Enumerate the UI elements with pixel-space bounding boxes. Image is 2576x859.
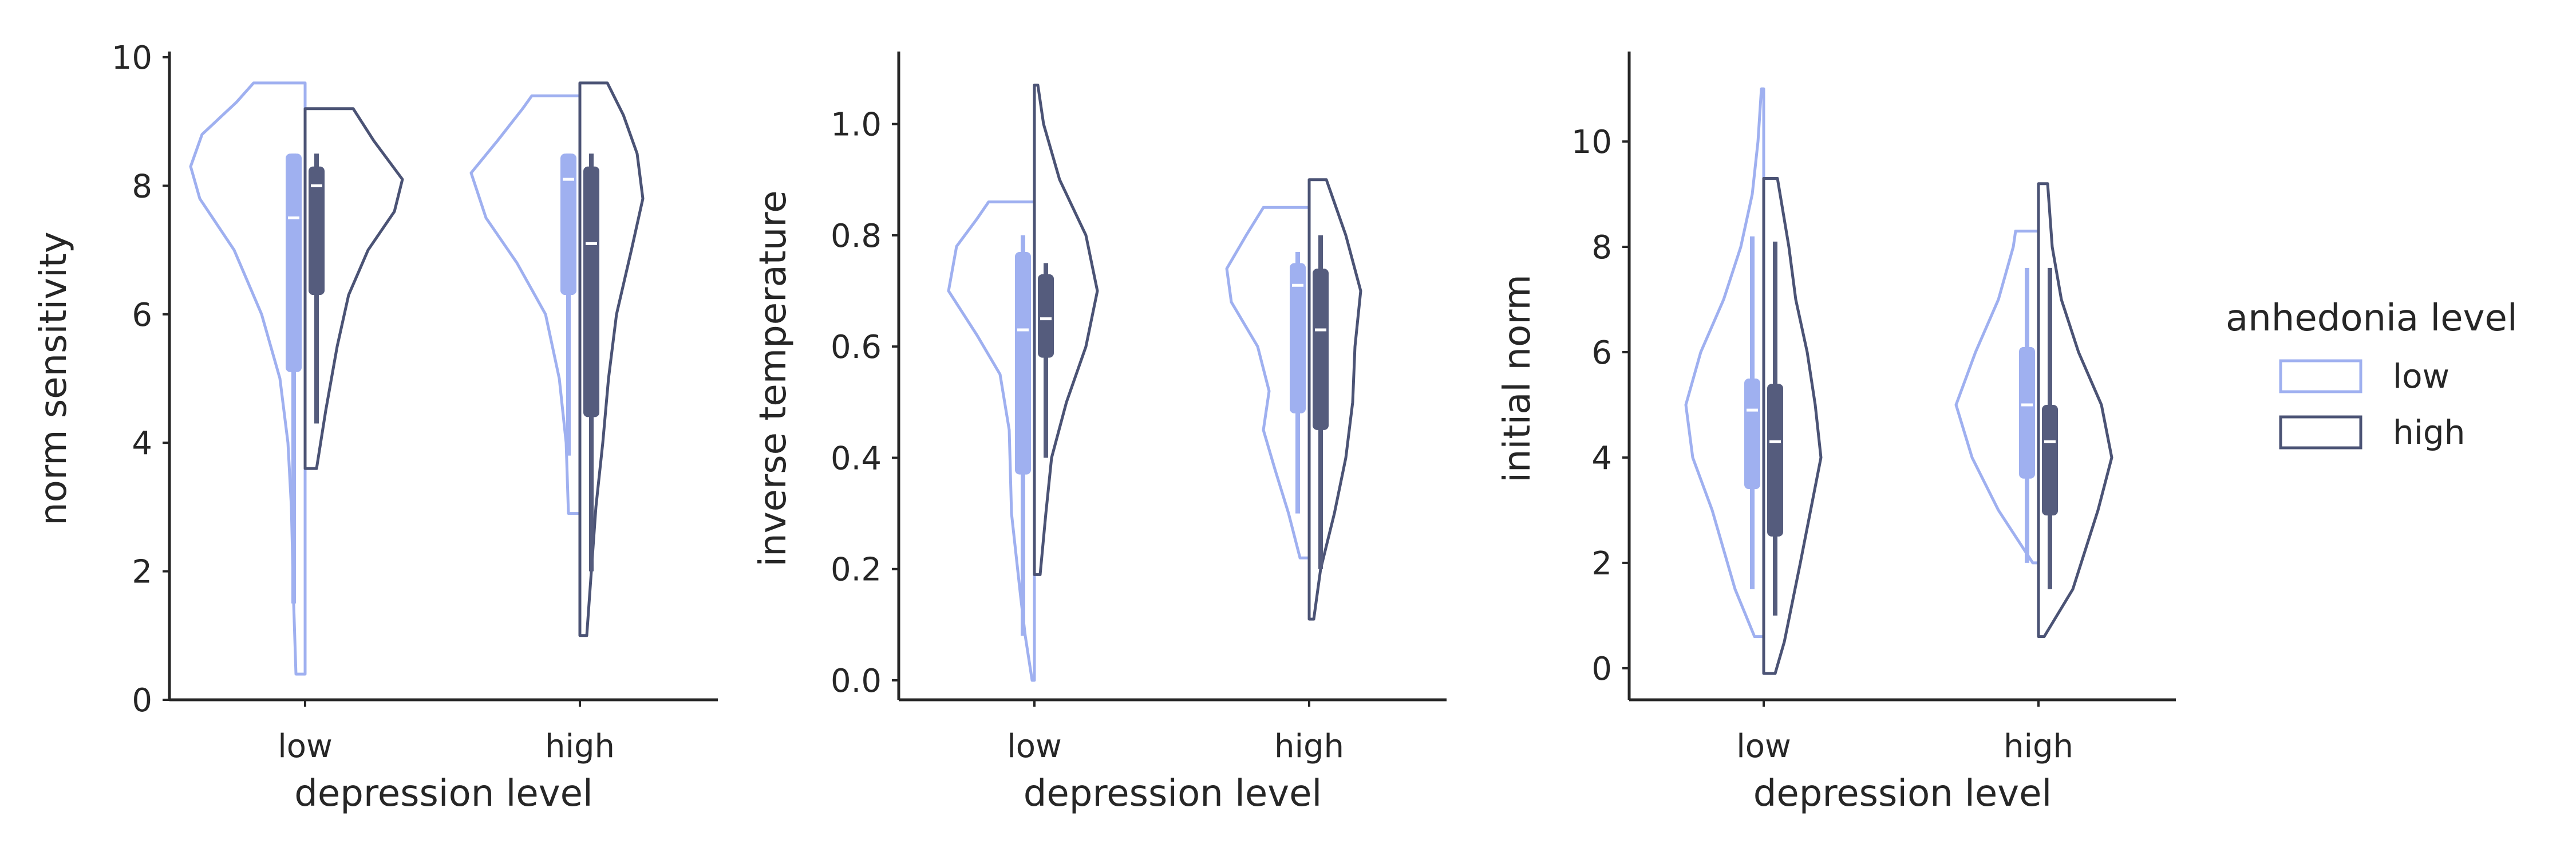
legend: anhedonia level low high [2226, 297, 2518, 452]
box-low-high [1290, 263, 1306, 413]
box-low-low [1015, 252, 1031, 475]
legend-swatch-high [2279, 415, 2362, 450]
box-low-high [560, 153, 576, 295]
y-tick-label: 0.0 [831, 663, 882, 700]
box-high-low [309, 166, 325, 295]
box-high-high [583, 166, 599, 417]
y-tick-label: 0.2 [831, 551, 882, 589]
y-tick-label: 4 [132, 425, 152, 462]
y-tick-label: 0 [1591, 651, 1612, 688]
y-tick-label: 2 [132, 554, 152, 591]
violin-low-high [1954, 229, 2040, 565]
legend-label-high: high [2393, 413, 2465, 452]
x-axis-label: depression level [1753, 773, 2052, 815]
y-tick-label: 0.4 [831, 440, 882, 477]
chart-panel-3: 0 2 4 6 8 10 low high depression level initial no… [1496, 52, 2176, 815]
violin-high-low [1762, 177, 1823, 675]
box-high-low [1038, 274, 1054, 358]
violin-high-low [303, 107, 404, 470]
x-tick-label: high [1274, 728, 1344, 765]
x-tick-label: low [1736, 728, 1791, 765]
legend-title: anhedonia level [2226, 297, 2518, 340]
chart-panel-1: 0 2 4 6 8 10 low high depression level norm sensi… [33, 40, 718, 815]
y-tick-label: 0.6 [831, 329, 882, 366]
box-low-low [1744, 379, 1760, 490]
y-axis-label: norm sensitivity [33, 231, 75, 526]
box-high-low [1767, 384, 1783, 537]
legend-label-low: low [2393, 357, 2449, 396]
y-tick-label: 6 [1591, 334, 1612, 372]
y-axis-label: initial norm [1496, 274, 1539, 483]
x-tick-label: low [278, 728, 333, 765]
violin-high-high [2037, 182, 2113, 639]
chart-panel-2: 0.0 0.2 0.4 0.6 0.8 1.0 low high depression leve… [752, 52, 1447, 815]
box-high-high [2042, 404, 2058, 516]
x-tick-label: high [545, 728, 615, 765]
y-tick-label: 8 [1591, 229, 1612, 266]
legend-swatch-low [2279, 359, 2362, 393]
y-tick-label: 10 [112, 40, 152, 77]
box-low-low [286, 153, 302, 372]
y-tick-label: 10 [1571, 124, 1612, 161]
y-axis-label: inverse temperature [752, 190, 795, 566]
violin-high-low [1033, 84, 1099, 576]
box-high-high [1313, 269, 1329, 430]
x-axis-label: depression level [1024, 773, 1322, 815]
x-tick-label: high [2004, 728, 2073, 765]
violin-low-high [1225, 206, 1311, 559]
y-tick-label: 2 [1591, 545, 1612, 582]
y-tick-label: 6 [132, 297, 152, 334]
violin-low-low [1684, 87, 1765, 639]
y-tick-label: 0 [132, 682, 152, 719]
y-tick-label: 1.0 [831, 107, 882, 144]
y-tick-label: 8 [132, 168, 152, 205]
violin-high-high [1307, 178, 1362, 621]
y-tick-label: 0.8 [831, 218, 882, 255]
y-tick-label: 4 [1591, 440, 1612, 477]
x-tick-label: low [1007, 728, 1062, 765]
x-axis-label: depression level [294, 773, 593, 815]
box-low-high [2019, 346, 2035, 479]
